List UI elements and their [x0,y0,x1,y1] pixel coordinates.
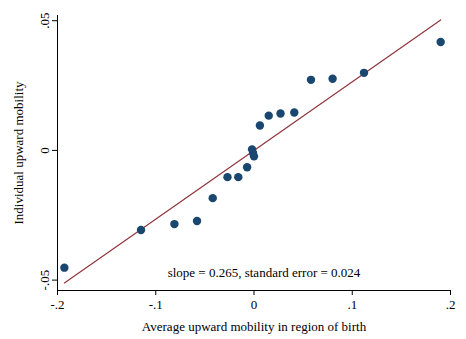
svg-text:.1: .1 [347,297,357,312]
svg-text:-.2: -.2 [50,297,64,312]
svg-text:.05: .05 [37,13,52,29]
svg-text:Individual upward mobility: Individual upward mobility [11,81,26,224]
svg-text:0: 0 [251,297,258,312]
svg-text:.2: .2 [446,297,456,312]
svg-text:-.05: -.05 [37,270,52,291]
svg-text:Average upward mobility in reg: Average upward mobility in region of bir… [142,319,367,334]
svg-text:slope = 0.265, standard error: slope = 0.265, standard error = 0.024 [168,265,361,280]
svg-text:0: 0 [37,147,52,154]
svg-text:-.1: -.1 [149,297,163,312]
